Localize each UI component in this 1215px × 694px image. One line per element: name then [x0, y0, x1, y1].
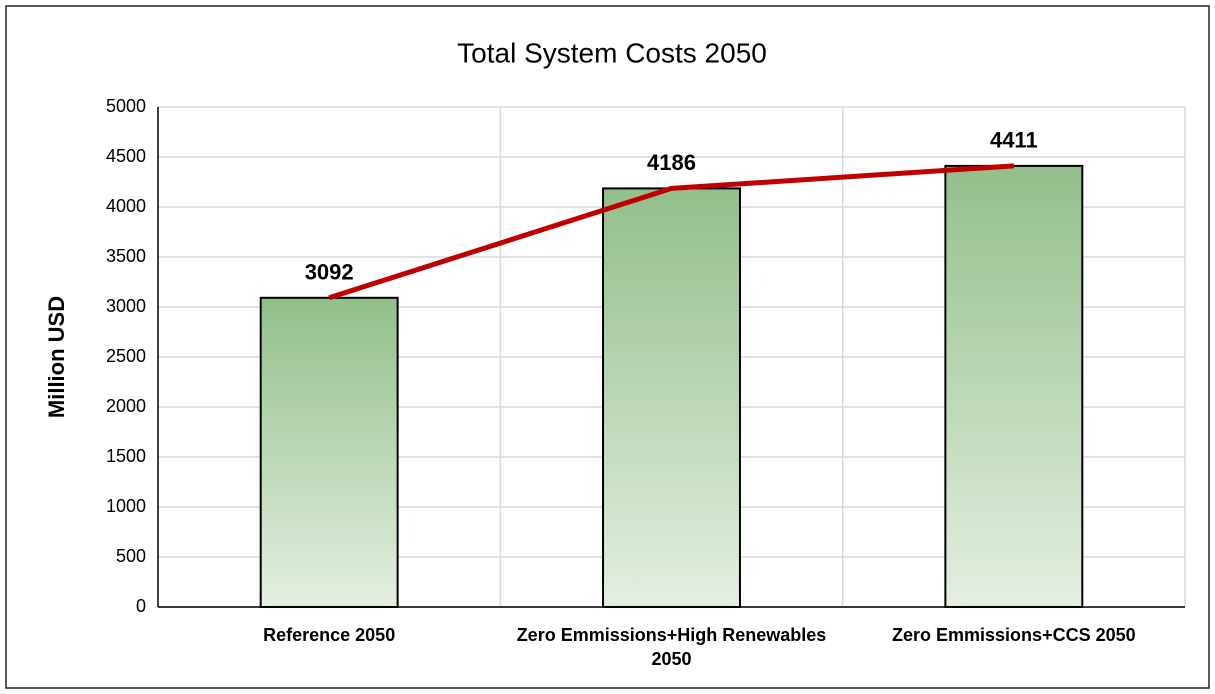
- y-tick-label: 0: [136, 596, 146, 616]
- y-axis-title: Million USD: [44, 296, 69, 418]
- y-tick-label: 1500: [106, 446, 146, 466]
- y-tick-label: 3500: [106, 246, 146, 266]
- data-label: 4186: [647, 150, 696, 175]
- y-tick-label: 4500: [106, 146, 146, 166]
- bar: [602, 187, 741, 608]
- x-tick-label: Zero Emmissions+High Renewables 2050: [516, 625, 827, 669]
- x-tick-label: Reference 2050: [263, 625, 396, 645]
- y-tick-label: 5000: [106, 96, 146, 116]
- data-label: 3092: [305, 260, 354, 285]
- data-label: 4411: [990, 128, 1038, 153]
- bar: [944, 164, 1084, 608]
- y-tick-label: 1000: [106, 496, 146, 516]
- bar: [259, 296, 399, 608]
- y-tick-label: 2500: [106, 346, 146, 366]
- y-tick-label: 4000: [106, 196, 146, 216]
- x-tick-label: Zero Emmissions+CCS 2050: [892, 625, 1136, 645]
- y-tick-label: 2000: [106, 396, 146, 416]
- trend-line: [328, 163, 1014, 301]
- chart-title: Total System Costs 2050: [457, 37, 767, 68]
- y-tick-label: 3000: [106, 296, 146, 316]
- y-tick-label: 500: [116, 546, 146, 566]
